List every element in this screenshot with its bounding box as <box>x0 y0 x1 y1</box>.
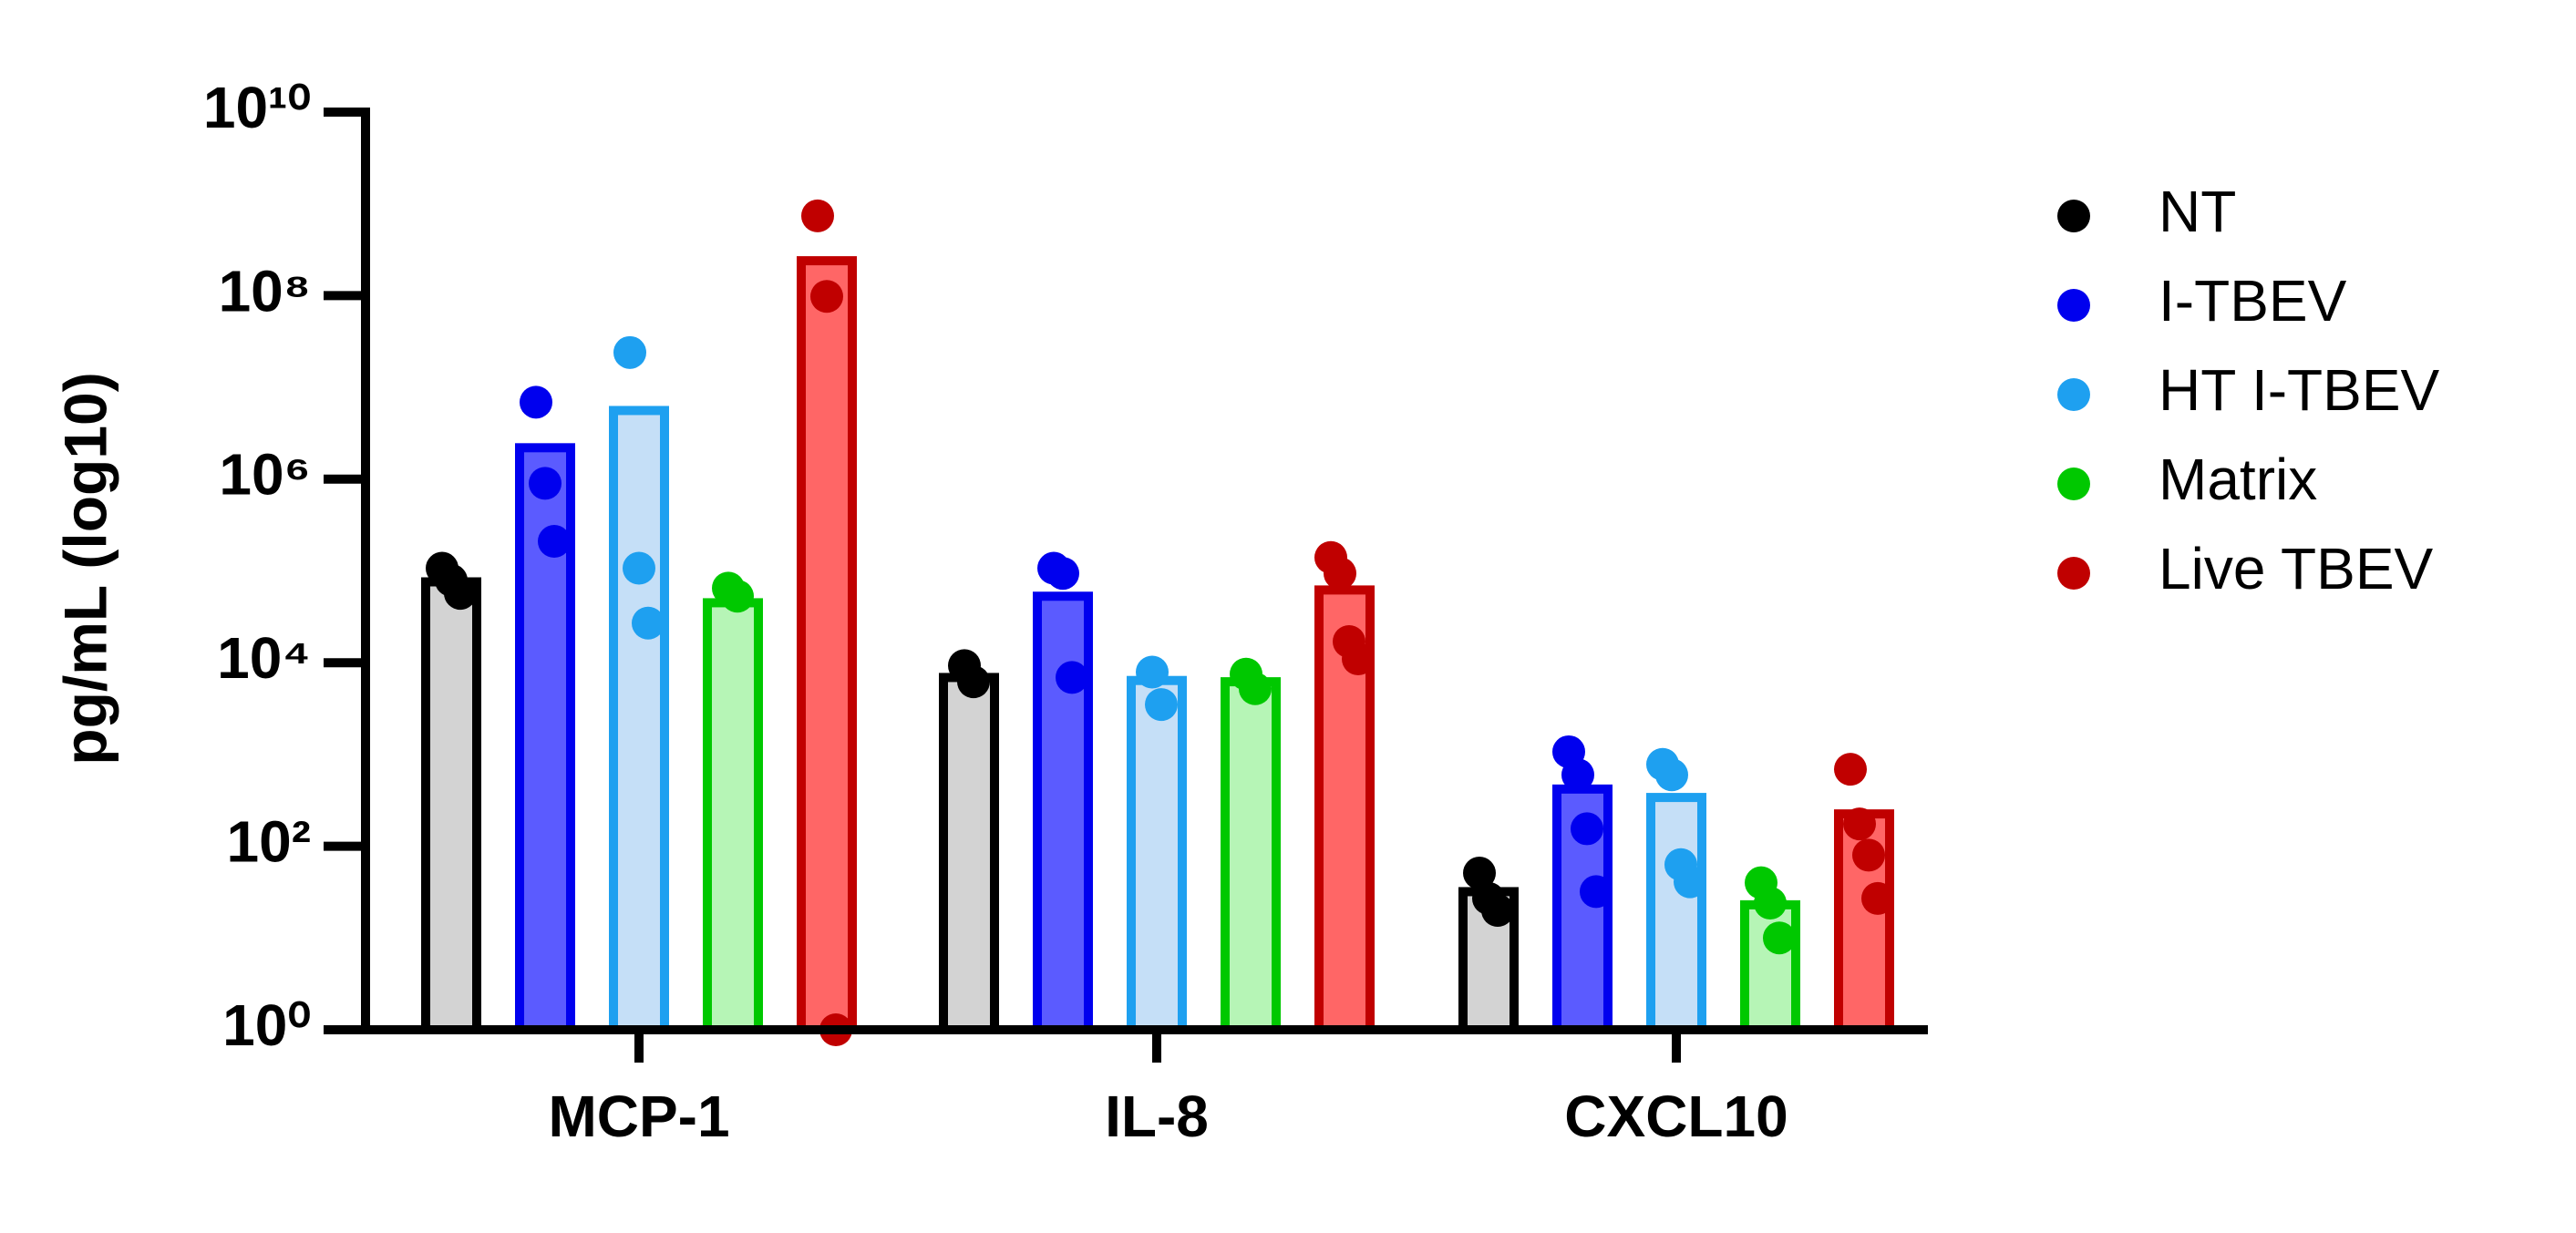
bar <box>1033 591 1093 1035</box>
legend-label: HT I-TBEV <box>2159 357 2440 423</box>
bar <box>421 577 481 1034</box>
data-point <box>1046 557 1079 591</box>
data-point <box>810 280 843 313</box>
data-point <box>1674 865 1706 899</box>
y-tick-label: 10⁸ <box>219 258 311 324</box>
data-point <box>1655 758 1688 792</box>
data-point <box>1463 857 1496 890</box>
legend-label: I-TBEV <box>2159 268 2347 334</box>
legend-label: Matrix <box>2159 447 2317 512</box>
legend-marker <box>2057 289 2090 322</box>
y-tick-label: 10⁶ <box>219 442 311 508</box>
data-point <box>721 580 754 613</box>
bar <box>939 673 999 1035</box>
bar <box>1221 677 1281 1034</box>
data-point <box>1145 688 1178 722</box>
data-point <box>1239 672 1272 705</box>
bar <box>797 256 857 1034</box>
data-point <box>538 525 571 559</box>
y-axis-title: pg/mL (log10) <box>51 372 118 765</box>
data-point <box>1763 921 1796 955</box>
data-point <box>801 199 834 232</box>
data-point <box>1834 753 1867 786</box>
legend-marker <box>2057 200 2090 232</box>
legend-label: NT <box>2159 179 2236 244</box>
data-point <box>632 606 665 640</box>
y-tick-label: 10² <box>227 809 312 875</box>
legend-marker <box>2057 468 2090 500</box>
bar <box>703 598 763 1034</box>
data-point <box>623 551 655 585</box>
data-point <box>1136 655 1169 689</box>
y-tick-label: 10⁴ <box>217 625 311 691</box>
data-point <box>444 577 477 611</box>
data-point <box>1324 557 1356 591</box>
data-point <box>1754 887 1787 920</box>
data-point <box>1580 875 1613 909</box>
legend-marker <box>2057 557 2090 590</box>
y-tick-label: 10⁰ <box>222 992 311 1058</box>
data-point <box>529 467 562 500</box>
legend-label: Live TBEV <box>2159 536 2434 601</box>
data-point <box>1342 642 1375 676</box>
data-point <box>1852 838 1885 872</box>
data-point <box>613 335 646 369</box>
data-point <box>957 665 990 699</box>
x-tick-label: CXCL10 <box>1564 1084 1788 1149</box>
y-tick-label: 10¹⁰ <box>203 75 311 140</box>
x-tick-label: MCP-1 <box>548 1084 729 1149</box>
bar <box>1646 793 1706 1034</box>
bar <box>609 406 669 1034</box>
x-tick-label: IL-8 <box>1105 1084 1209 1149</box>
data-point <box>1481 893 1514 927</box>
data-point <box>1843 807 1876 841</box>
data-point <box>520 385 552 419</box>
bar <box>1127 675 1187 1034</box>
bar <box>1740 899 1800 1035</box>
data-point <box>1561 758 1594 792</box>
data-point <box>1571 812 1603 846</box>
data-point <box>1056 661 1088 694</box>
legend-marker <box>2057 378 2090 411</box>
data-point <box>1861 881 1894 915</box>
